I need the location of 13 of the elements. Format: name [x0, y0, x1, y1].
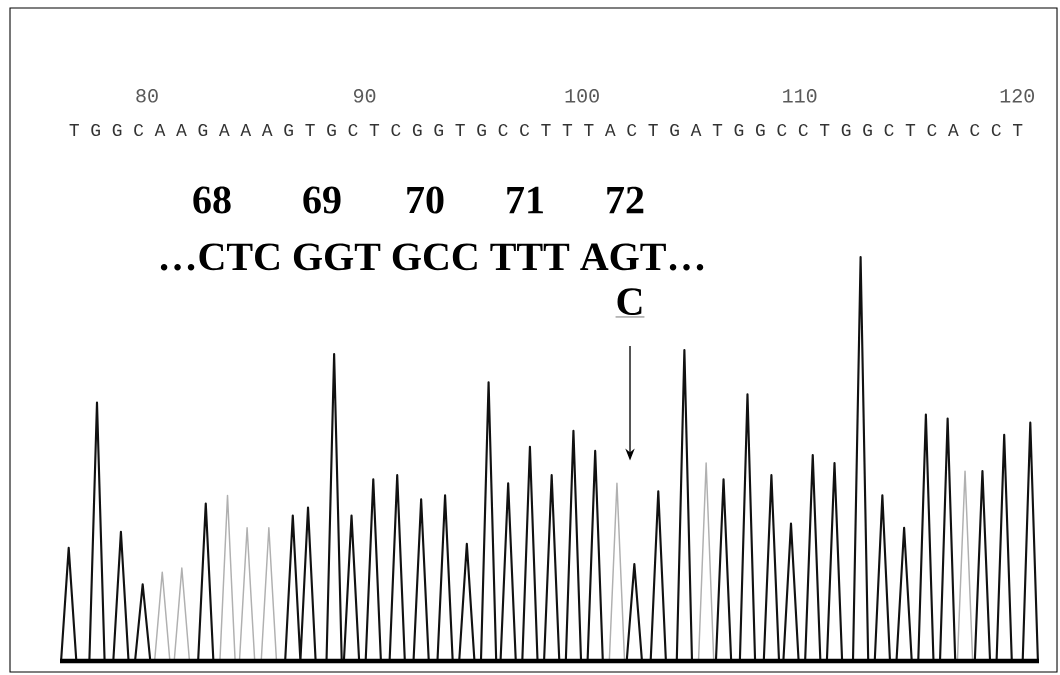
- annotation: C: [617, 288, 642, 316]
- text: 70: [407, 186, 444, 214]
- x-tick-label: 80: [136, 89, 158, 103]
- x-tick-label: 90: [353, 89, 376, 103]
- annotation: …CTC GGT GCC TTT AGT…: [160, 243, 704, 271]
- text: 71: [507, 186, 543, 214]
- x-tick-label: 120: [1000, 89, 1035, 103]
- text: T G G C A A G A A A G T G C T C G G T G C C T T T A C T G A T G G C C T G G C T C A C C T: [69, 123, 1023, 137]
- text: 69: [303, 186, 341, 214]
- x-tick-label: 110: [783, 89, 817, 103]
- text: 68: [193, 186, 231, 214]
- x-tick-label: 100: [565, 89, 599, 103]
- text: 72: [607, 186, 644, 214]
